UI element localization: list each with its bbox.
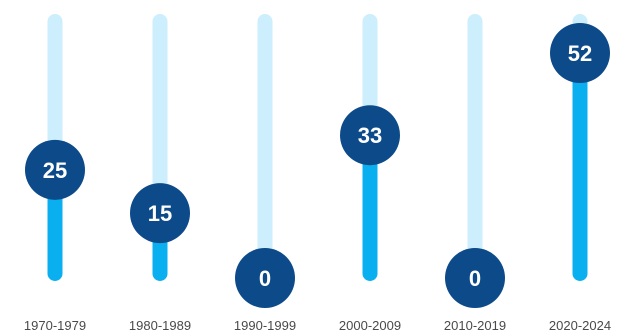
value-bubble bbox=[25, 139, 85, 200]
category-tick-label: 1990-1999 bbox=[234, 318, 296, 333]
category-tick-label: 1980-1989 bbox=[129, 318, 191, 333]
data-label: 33 bbox=[358, 123, 382, 148]
value-bubble bbox=[130, 183, 190, 244]
bar-tracks bbox=[47, 14, 588, 281]
value-bubble bbox=[445, 248, 505, 308]
value-bubble bbox=[235, 248, 295, 308]
bar-track bbox=[467, 14, 483, 281]
data-label: 25 bbox=[43, 158, 67, 183]
category-tick-label: 2000-2009 bbox=[339, 318, 401, 333]
data-label: 0 bbox=[259, 266, 271, 291]
bar-fills bbox=[47, 53, 588, 281]
category-tick-label: 1970-1979 bbox=[24, 318, 86, 333]
category-labels: 1970-1979 1980-1989 1990-1999 2000-2009 2010… bbox=[24, 318, 611, 333]
category-tick-label: 2010-2019 bbox=[444, 318, 506, 333]
data-label: 52 bbox=[568, 41, 592, 66]
bar-track bbox=[257, 14, 273, 281]
bar-fill bbox=[572, 53, 588, 281]
bar-fill bbox=[362, 135, 378, 281]
data-label: 15 bbox=[148, 201, 172, 226]
value-bubbles: 25 15 0 33 0 52 bbox=[25, 23, 610, 308]
value-bubble bbox=[340, 105, 400, 166]
data-label: 0 bbox=[469, 266, 481, 291]
value-bubble bbox=[550, 23, 610, 83]
category-tick-label: 2020-2024 bbox=[549, 318, 611, 333]
